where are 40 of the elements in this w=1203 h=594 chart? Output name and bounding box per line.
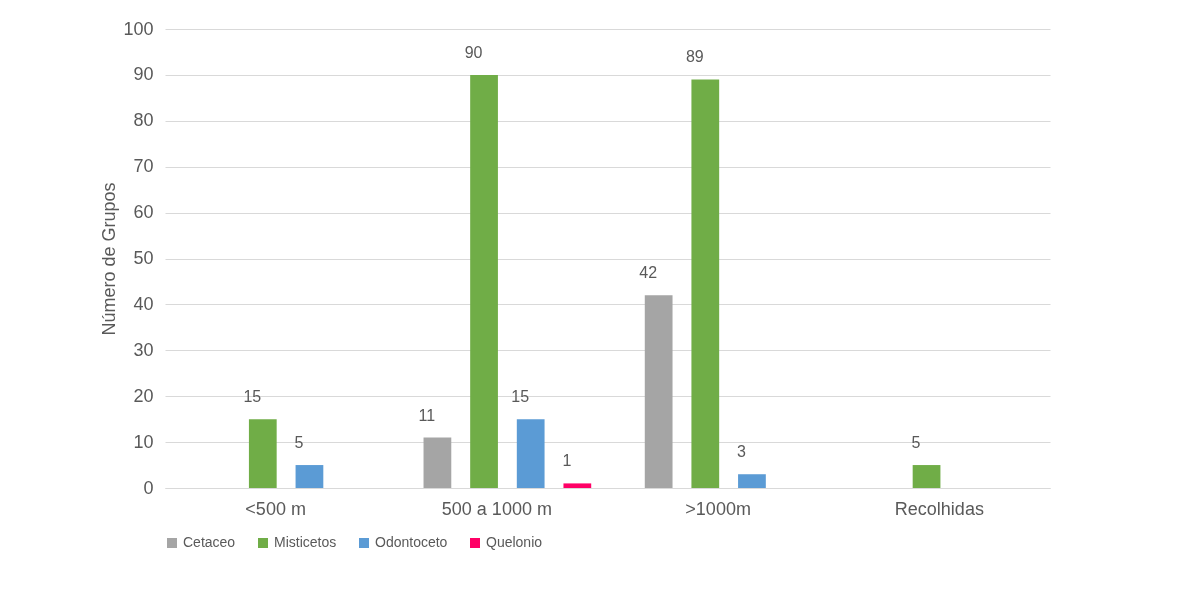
y-tick-label: 100: [123, 18, 154, 39]
x-tick-label: Recolhidas: [894, 498, 984, 519]
y-tick-label: 40: [133, 293, 154, 314]
data-label: 15: [243, 388, 262, 406]
bar: [912, 465, 941, 488]
data-label: 42: [639, 264, 658, 282]
bar: [248, 419, 277, 488]
legend-label: Quelonio: [486, 534, 543, 550]
data-label: 3: [736, 443, 746, 461]
y-tick-label: 70: [133, 156, 154, 177]
bar: [470, 74, 498, 488]
x-tick-label: >1000m: [685, 498, 751, 519]
y-tick-label: 50: [133, 248, 154, 268]
y-tick-label: 80: [133, 110, 154, 131]
x-tick-label: 500 a 1000 m: [441, 498, 552, 519]
x-tick-label: <500 m: [245, 498, 306, 519]
data-label: 89: [685, 48, 704, 66]
y-tick-label: 90: [133, 64, 154, 85]
data-label: 90: [464, 43, 483, 61]
legend-label: Misticetos: [274, 534, 337, 550]
bar: [644, 295, 673, 488]
y-tick-label: 10: [133, 431, 154, 452]
legend-label: Odontoceto: [375, 534, 448, 550]
legend-label: Cetaceo: [183, 534, 236, 550]
y-tick-label: 0: [143, 477, 154, 498]
bar: [516, 419, 545, 488]
data-label: 1: [562, 452, 572, 470]
y-tick-label: 30: [133, 339, 154, 360]
data-label: 11: [418, 406, 436, 424]
data-label: 5: [911, 434, 921, 452]
bar: [691, 79, 720, 488]
bar: [738, 474, 766, 488]
y-tick-label: 60: [133, 202, 154, 223]
data-label: 5: [294, 434, 304, 452]
bar: [563, 483, 592, 488]
y-tick-label: 20: [133, 385, 154, 406]
bar: [423, 437, 452, 488]
data-label: 15: [511, 388, 530, 406]
bar: [295, 465, 324, 488]
y-axis-title: Número de Grupos: [99, 182, 120, 336]
